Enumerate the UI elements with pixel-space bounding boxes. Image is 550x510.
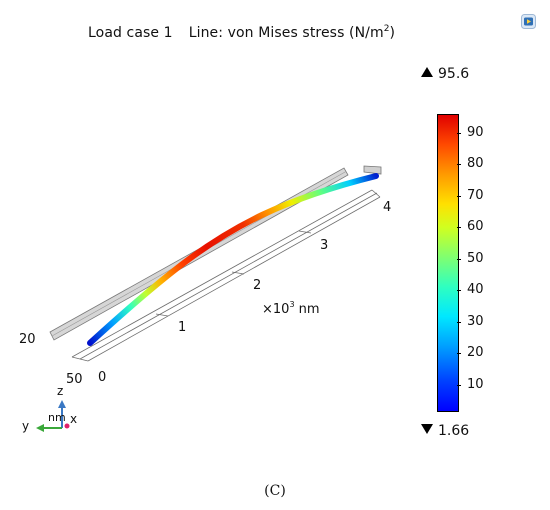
colorbar-min: 1.66 <box>421 423 469 439</box>
colorbar-tick-mark <box>457 164 461 166</box>
colorbar-tick-mark <box>457 227 461 229</box>
plot-expression-label: Line: von Mises stress (N/m <box>188 25 384 41</box>
colorbar-max-value: 95.6 <box>438 66 470 82</box>
x-tick-4: 4 <box>383 200 392 215</box>
plot-expression-exponent: 2 <box>383 24 390 34</box>
colorbar-tick-label: 20 <box>467 345 484 361</box>
lower-rail <box>71 189 381 362</box>
colorbar-min-value: 1.66 <box>438 423 470 439</box>
colorbar-tick-mark <box>457 195 461 197</box>
min-triangle-icon <box>421 424 433 434</box>
colorbar-tick-label: 50 <box>467 250 484 266</box>
colorbar-tick-label: 80 <box>467 156 484 172</box>
y-tick-50: 50 <box>66 372 83 387</box>
colorbar-tick-label: 10 <box>467 376 484 392</box>
y-tick-20: 20 <box>19 332 36 347</box>
plot-title: Load case 1 Line: von Mises stress (N/m2) <box>88 24 395 41</box>
axis-label-y: y <box>22 419 30 433</box>
stressed-beam <box>87 173 379 346</box>
upper-rail <box>49 165 382 341</box>
colorbar-tick-label: 60 <box>467 219 484 235</box>
colorbar-max: 95.6 <box>421 66 469 82</box>
colorbar-tick-mark <box>457 321 461 323</box>
colorbar <box>437 114 459 412</box>
plot-expression-suffix: ) <box>389 25 396 41</box>
axis-triad: z y nm x <box>22 384 92 434</box>
colorbar-tick-label: 40 <box>467 282 484 298</box>
x-tick-0: 0 <box>98 370 107 385</box>
colorbar-tick-mark <box>457 132 461 134</box>
colorbar-tick-mark <box>457 290 461 292</box>
axis-triad-arrows <box>36 400 70 432</box>
axis-label-unit: nm <box>48 411 66 424</box>
axis-label-x: x <box>70 412 78 426</box>
colorbar-tick-mark <box>457 353 461 355</box>
figure-caption: (C) <box>264 483 286 499</box>
x-tick-3: 3 <box>320 238 329 253</box>
stress-3d-view[interactable] <box>0 0 420 480</box>
colorbar-tick-mark <box>457 258 461 260</box>
x-tick-2: 2 <box>253 278 262 293</box>
x-unit-exponent: 3 <box>289 300 295 309</box>
load-case-label: Load case 1 <box>88 25 173 41</box>
x-unit-suffix: nm <box>294 302 320 317</box>
x-unit-prefix: ×10 <box>262 302 290 317</box>
colorbar-tick-label: 90 <box>467 124 484 140</box>
colorbar-tick-mark <box>457 384 461 386</box>
max-triangle-icon <box>421 67 433 77</box>
camera-scene-icon[interactable] <box>521 14 536 29</box>
axis-label-z: z <box>57 384 64 398</box>
x-axis-unit: ×103 nm <box>262 300 320 317</box>
x-tick-1: 1 <box>178 320 187 335</box>
colorbar-tick-label: 30 <box>467 313 484 329</box>
colorbar-tick-label: 70 <box>467 187 484 203</box>
